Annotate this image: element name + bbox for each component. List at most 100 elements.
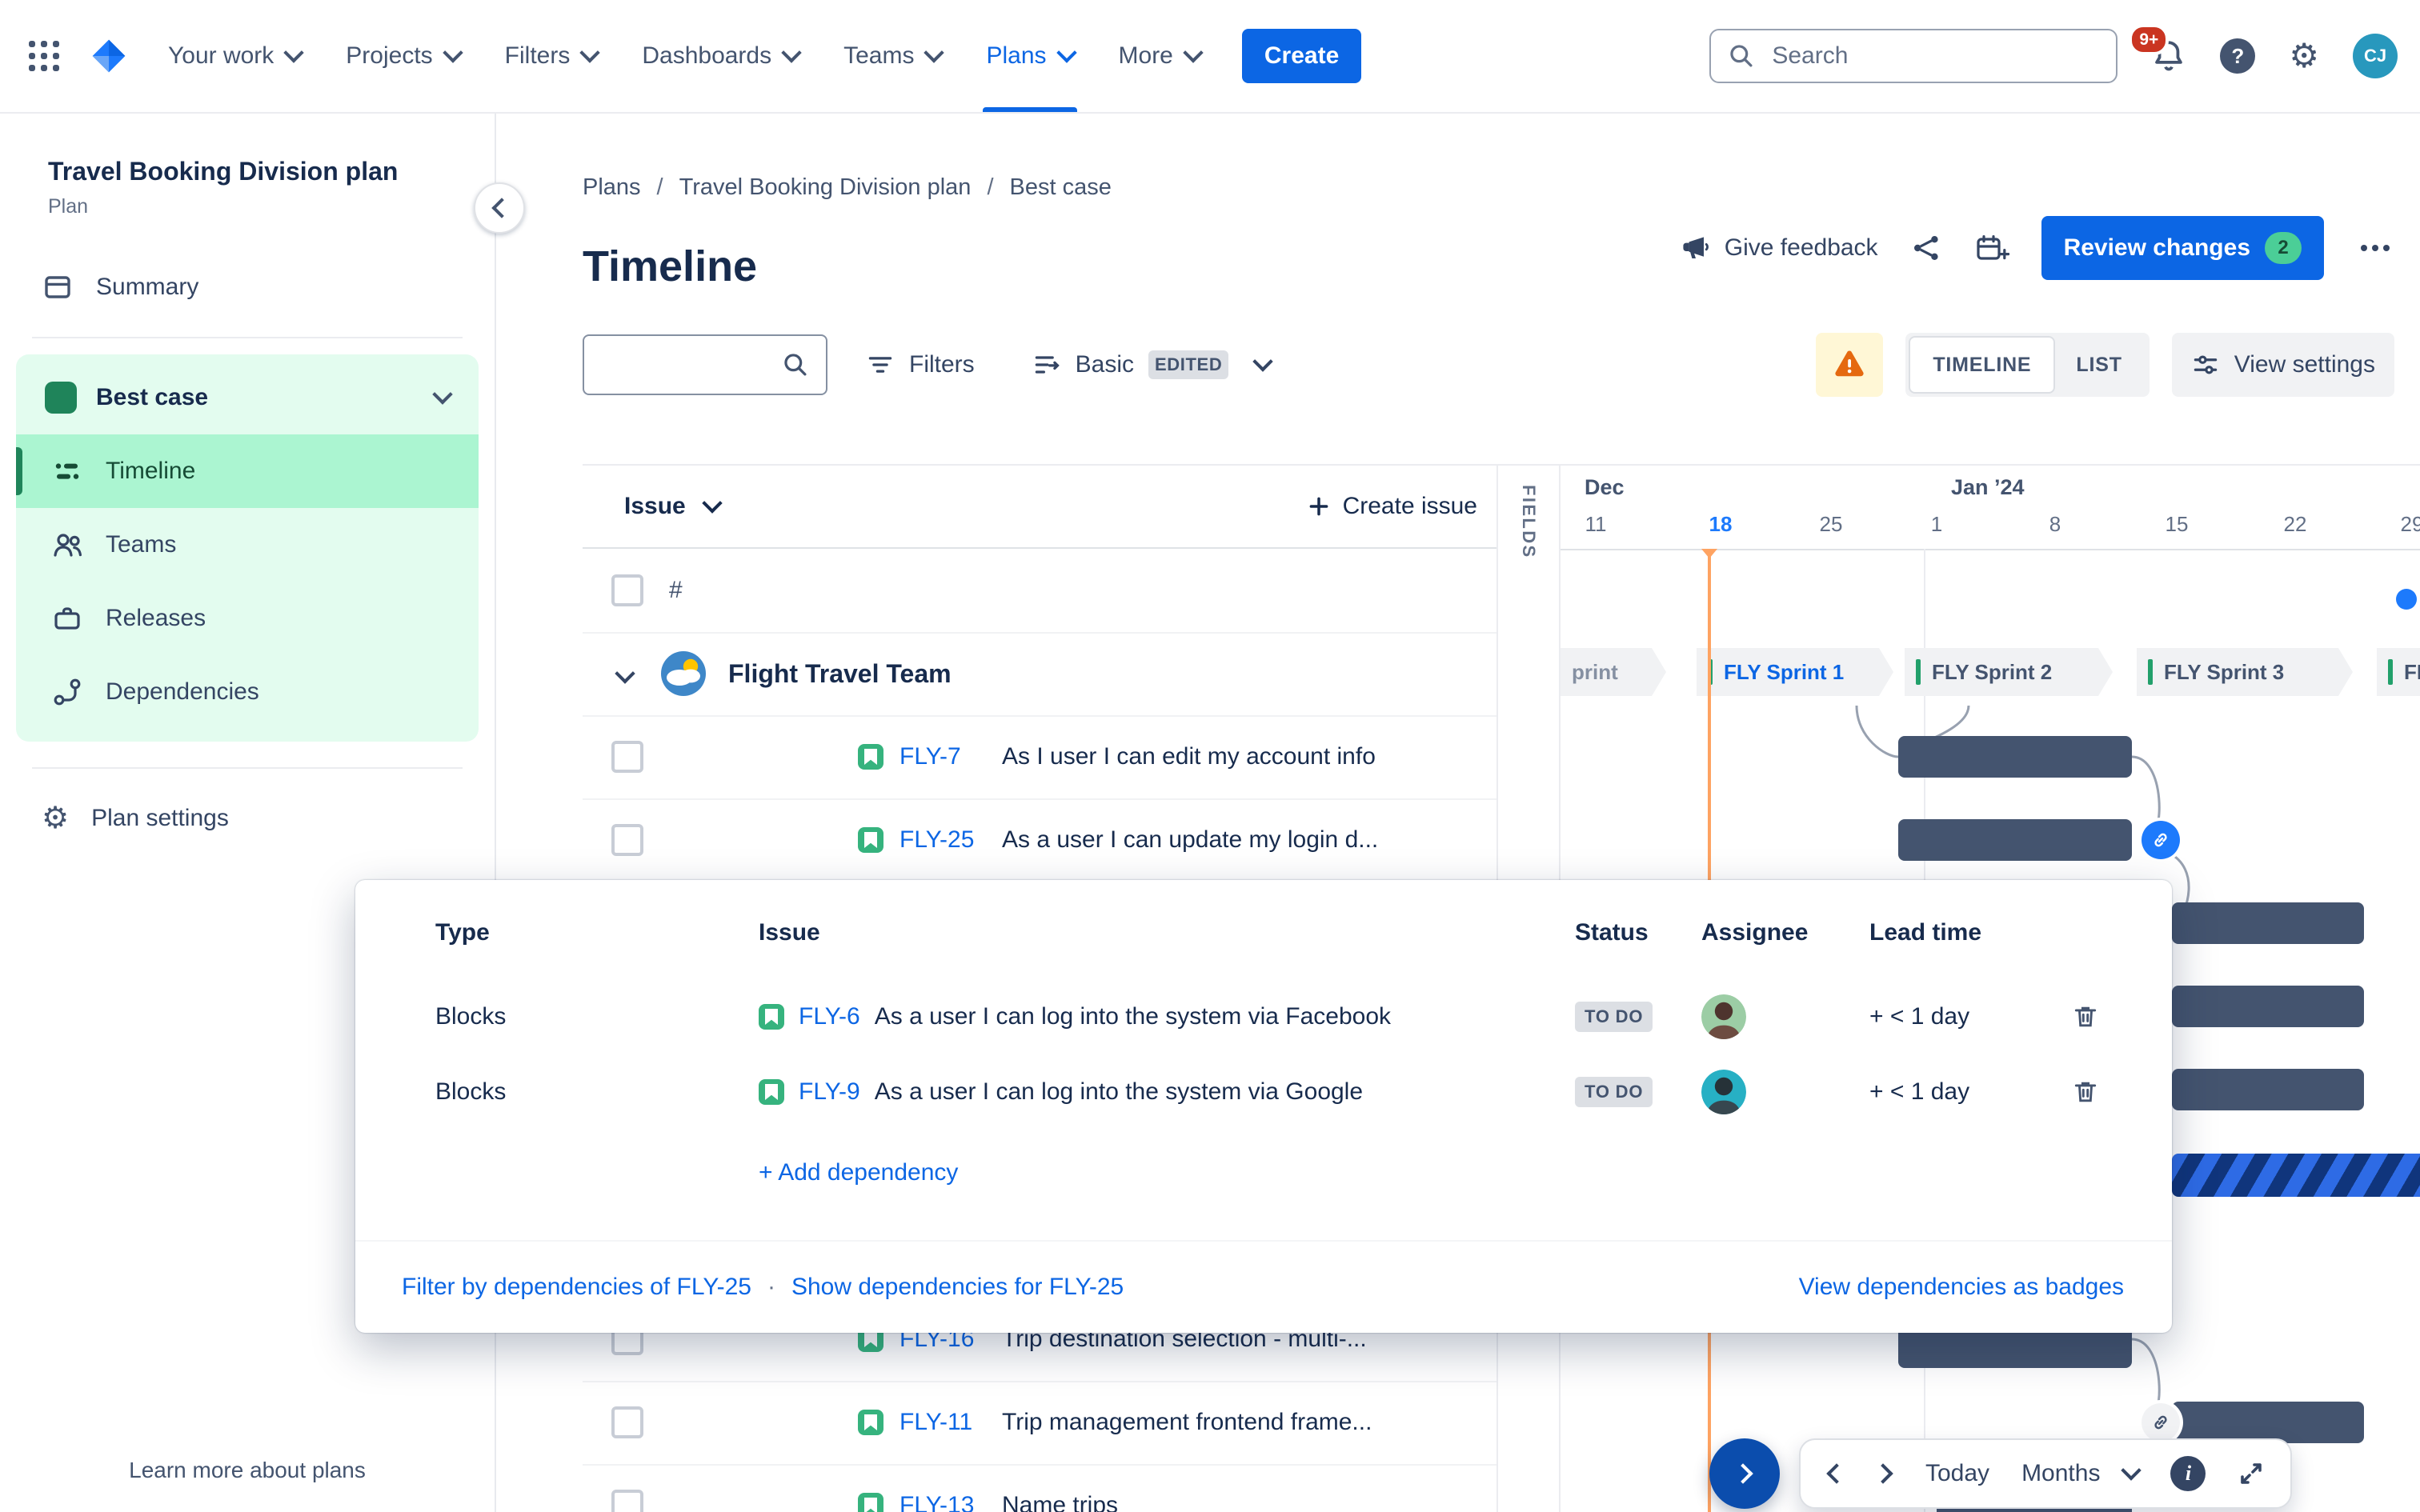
- fullscreen-button[interactable]: [2238, 1460, 2265, 1487]
- issue-row-fly-25: FLY-25 As a user I can update my login d…: [583, 798, 1496, 883]
- dependencies-icon: [54, 678, 81, 705]
- story-type-icon: [858, 827, 883, 853]
- zoom-level-dropdown[interactable]: Months: [2021, 1460, 2142, 1487]
- nav-item-dashboards[interactable]: Dashboards: [619, 0, 821, 112]
- nav-item-plans[interactable]: Plans: [964, 0, 1096, 112]
- info-button[interactable]: i: [2170, 1456, 2206, 1491]
- scenario-selector[interactable]: Best case: [16, 361, 479, 434]
- issue-search-input[interactable]: [600, 350, 781, 380]
- nav-item-your-work[interactable]: Your work: [146, 0, 323, 112]
- toolbar-right: TIMELINE LIST View settings: [1816, 333, 2394, 397]
- jira-logo-icon[interactable]: [88, 35, 130, 77]
- show-dependencies-link[interactable]: Show dependencies for FLY-25: [791, 1274, 1124, 1300]
- breadcrumb-plans[interactable]: Plans: [583, 174, 641, 200]
- nav-item-more[interactable]: More: [1096, 0, 1223, 112]
- month-label: Jan ’24: [1951, 475, 2025, 499]
- create-button[interactable]: Create: [1241, 29, 1362, 83]
- review-changes-button[interactable]: Review changes 2: [2041, 216, 2324, 280]
- row-checkbox[interactable]: [611, 741, 643, 773]
- collapse-group-button[interactable]: [615, 660, 635, 687]
- view-dependencies-as-badges-link[interactable]: View dependencies as badges: [1798, 1274, 2124, 1300]
- tab-list[interactable]: LIST: [2076, 353, 2122, 376]
- gantt-bar-hidden-row[interactable]: [2172, 902, 2364, 944]
- today-button[interactable]: Today: [1925, 1460, 1990, 1486]
- sprint-chip-fly-sprint-3[interactable]: FLY Sprint 3: [2137, 648, 2353, 696]
- scroll-right-button[interactable]: [1873, 1463, 1893, 1484]
- settings-gear-icon[interactable]: ⚙: [2289, 37, 2319, 74]
- issue-key-link[interactable]: FLY-25: [899, 826, 975, 853]
- scroll-left-button[interactable]: [1826, 1463, 1847, 1484]
- issue-key-link[interactable]: FLY-11: [899, 1409, 973, 1435]
- sprint-chip-fly-sprint-2[interactable]: FLY Sprint 2: [1905, 648, 2113, 696]
- teams-icon: [54, 533, 82, 557]
- row-checkbox[interactable]: [611, 1490, 643, 1512]
- notifications-button[interactable]: 9+: [2129, 24, 2186, 74]
- app-switcher-icon[interactable]: [29, 41, 59, 71]
- learn-more-link[interactable]: Learn more about plans: [129, 1458, 366, 1482]
- issue-column-header[interactable]: Issue: [624, 493, 723, 520]
- help-button[interactable]: ?: [2220, 38, 2256, 74]
- expand-panel-button[interactable]: [1709, 1438, 1780, 1509]
- assignee-avatar[interactable]: [1701, 1070, 1746, 1114]
- tab-timeline[interactable]: TIMELINE: [1910, 338, 2054, 392]
- delete-dependency-button[interactable]: [2071, 1078, 2135, 1106]
- assignee-avatar[interactable]: [1701, 994, 1746, 1039]
- issue-search[interactable]: [583, 334, 827, 395]
- share-as-calendar-button[interactable]: [1974, 232, 2009, 264]
- sidebar-collapse-button[interactable]: [474, 182, 525, 234]
- view-settings-button[interactable]: View settings: [2171, 333, 2394, 397]
- global-search[interactable]: [1709, 29, 2118, 83]
- sidebar-item-label: Plan settings: [91, 804, 229, 831]
- milestone-dot[interactable]: [2396, 589, 2417, 610]
- gantt-bar-fly-25[interactable]: [1898, 819, 2132, 861]
- calendar-plus-icon: [1976, 235, 2009, 260]
- sidebar-item-releases[interactable]: Releases: [16, 582, 479, 655]
- breadcrumb-scenario[interactable]: Best case: [1009, 174, 1112, 200]
- more-actions-button[interactable]: [2356, 229, 2394, 267]
- sidebar-item-timeline[interactable]: Timeline: [16, 434, 479, 508]
- gantt-bar-fly-11[interactable]: [2172, 1402, 2364, 1443]
- delete-dependency-button[interactable]: [2071, 1002, 2135, 1031]
- sidebar-item-summary[interactable]: Summary: [16, 254, 479, 321]
- add-dependency-row: + Add dependency: [355, 1146, 2172, 1200]
- team-name: Flight Travel Team: [728, 658, 952, 688]
- issue-summary: As a user I can log into the system via …: [874, 1078, 1364, 1105]
- view-mode-button[interactable]: Basic EDITED: [1013, 333, 1290, 397]
- share-button[interactable]: [1910, 232, 1942, 264]
- sidebar-item-dependencies[interactable]: Dependencies: [16, 655, 479, 729]
- dependency-link-icon[interactable]: [2142, 821, 2180, 859]
- sprint-chip-fly-sprint-1[interactable]: FLY Sprint 1: [1697, 648, 1893, 696]
- share-icon: [1913, 236, 1938, 260]
- give-feedback-button[interactable]: Give feedback: [1678, 232, 1878, 264]
- today-marker: [1701, 549, 1717, 558]
- gantt-bar-hidden-row[interactable]: [2172, 1069, 2364, 1110]
- user-avatar[interactable]: CJ: [2353, 34, 2398, 78]
- gantt-bar-aggregate-striped[interactable]: [2172, 1154, 2420, 1197]
- row-checkbox[interactable]: [611, 1406, 643, 1438]
- sprint-chip-closed[interactable]: print: [1561, 648, 1666, 696]
- nav-item-teams[interactable]: Teams: [821, 0, 964, 112]
- sprint-label: FLY Sprint 3: [2164, 659, 2285, 684]
- filters-button[interactable]: Filters: [847, 333, 994, 397]
- breadcrumb-plan-name[interactable]: Travel Booking Division plan: [679, 174, 972, 200]
- filter-by-dependencies-link[interactable]: Filter by dependencies of FLY-25: [402, 1274, 751, 1300]
- sidebar-item-teams[interactable]: Teams: [16, 508, 479, 582]
- issue-key-link[interactable]: FLY-7: [899, 743, 961, 770]
- gantt-bar-hidden-row[interactable]: [2172, 986, 2364, 1027]
- row-checkbox[interactable]: [611, 824, 643, 856]
- sprint-chip-cut[interactable]: FLY Sprin: [2377, 648, 2420, 696]
- warnings-button[interactable]: [1816, 333, 1884, 397]
- issue-key-link[interactable]: FLY-13: [899, 1492, 975, 1512]
- search-input[interactable]: [1769, 41, 2101, 71]
- gantt-bar-fly-7[interactable]: [1898, 736, 2132, 778]
- nav-item-filters[interactable]: Filters: [483, 0, 620, 112]
- nav-item-projects[interactable]: Projects: [323, 0, 482, 112]
- issue-key-link[interactable]: FLY-6: [799, 1003, 860, 1030]
- dependency-link-icon[interactable]: [2142, 1403, 2180, 1442]
- sidebar-item-plan-settings[interactable]: ⚙ Plan settings: [16, 785, 479, 852]
- issue-key-link[interactable]: FLY-9: [799, 1078, 860, 1105]
- create-issue-button[interactable]: Create issue: [1308, 493, 1477, 520]
- add-dependency-link[interactable]: + Add dependency: [759, 1159, 959, 1186]
- row-checkbox[interactable]: [611, 574, 643, 606]
- gantt-bar-fly-16[interactable]: [1898, 1326, 2132, 1368]
